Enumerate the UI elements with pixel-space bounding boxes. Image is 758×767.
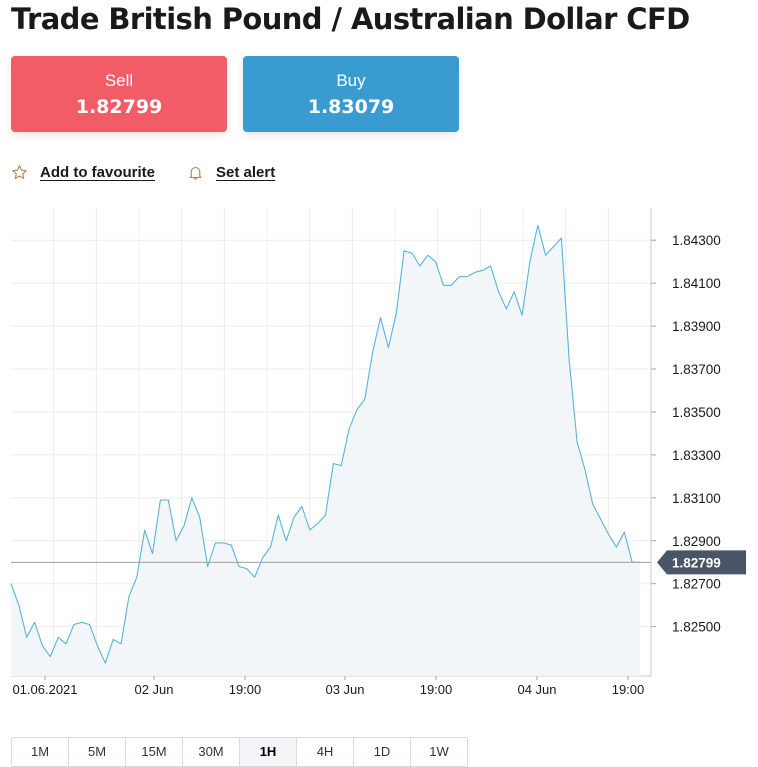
bell-icon bbox=[189, 166, 202, 180]
price-line bbox=[10, 224, 640, 664]
x-tick-label: 19:00 bbox=[420, 682, 453, 697]
sell-label: Sell bbox=[104, 71, 134, 90]
timeframe-button[interactable]: 30M bbox=[182, 738, 239, 766]
add-to-favourite-link[interactable]: Add to favourite bbox=[11, 164, 155, 181]
set-alert-link[interactable]: Set alert bbox=[187, 164, 275, 181]
x-tick-label: 04 Jun bbox=[517, 682, 556, 697]
buy-button[interactable]: Buy 1.83079 bbox=[243, 56, 459, 132]
set-alert-label: Set alert bbox=[216, 164, 276, 181]
x-tick-label: 01.06.2021 bbox=[12, 682, 77, 697]
x-tick-label: 19:00 bbox=[229, 682, 262, 697]
page-title: Trade British Pound / Australian Dollar … bbox=[11, 2, 690, 36]
timeframe-button[interactable]: 1H bbox=[239, 738, 296, 766]
current-price-tag bbox=[657, 550, 746, 575]
timeframe-button[interactable]: 1W bbox=[410, 738, 467, 766]
x-tick-label: 02 Jun bbox=[134, 682, 173, 697]
timeframe-button[interactable]: 1D bbox=[353, 738, 410, 766]
y-tick-label: 1.84100 bbox=[672, 276, 721, 291]
y-tick-label: 1.83100 bbox=[672, 491, 721, 506]
y-tick-label: 1.84300 bbox=[672, 233, 721, 248]
x-tick-label: 03 Jun bbox=[325, 682, 364, 697]
y-tick-label: 1.83500 bbox=[672, 405, 721, 420]
timeframe-selector: 1M 5M 15M 30M 1H 4H 1D 1W bbox=[11, 737, 468, 767]
add-to-favourite-label: Add to favourite bbox=[40, 164, 155, 181]
y-tick-label: 1.83700 bbox=[672, 362, 721, 377]
timeframe-button[interactable]: 5M bbox=[68, 738, 125, 766]
price-chart[interactable]: 1.84300 1.84100 1.83900 1.83700 1.83500 1.833… bbox=[0, 200, 758, 720]
buy-price: 1.83079 bbox=[307, 96, 395, 118]
sell-button[interactable]: Sell 1.82799 bbox=[11, 56, 227, 132]
timeframe-button[interactable]: 15M bbox=[125, 738, 182, 766]
y-tick-label: 1.82900 bbox=[672, 534, 721, 549]
timeframe-button[interactable]: 1M bbox=[30, 744, 50, 759]
x-tick-label: 19:00 bbox=[612, 682, 645, 697]
y-tick-label: 1.83900 bbox=[672, 319, 721, 334]
y-tick-label: 1.83300 bbox=[672, 448, 721, 463]
current-price-label: 1.82799 bbox=[672, 555, 721, 570]
y-tick-label: 1.82500 bbox=[672, 620, 721, 635]
timeframe-button[interactable]: 4H bbox=[296, 738, 353, 766]
y-tick-label: 1.82700 bbox=[672, 577, 721, 592]
sell-price: 1.82799 bbox=[75, 96, 163, 118]
price-area bbox=[11, 225, 640, 676]
buy-label: Buy bbox=[336, 71, 366, 90]
star-icon bbox=[12, 165, 27, 180]
